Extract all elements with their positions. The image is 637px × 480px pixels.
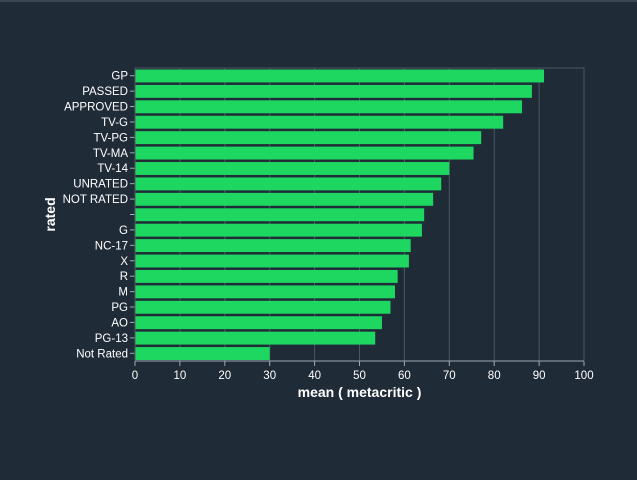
bar [135,69,545,83]
bar [135,131,482,145]
y-tick-label: PG [111,302,128,314]
y-tick-label: GP [111,71,128,83]
y-tick-label: PG-13 [95,333,128,345]
x-tick-label: 100 [574,370,593,382]
x-tick-label: 90 [533,370,546,382]
x-tick-label: 50 [353,370,366,382]
x-tick-labels: 0 10 20 30 40 50 60 70 80 90 100 [132,361,594,382]
y-tick-label: PASSED [82,86,128,98]
bar [135,316,382,330]
bar [135,162,450,175]
y-tick-label: R [120,271,128,283]
x-axis-title: mean ( metacritic ) [298,384,422,400]
y-tick-label: AO [111,317,128,329]
y-tick-label: TV-MA [93,148,128,160]
y-tick-label: TV-G [101,117,128,129]
x-tick-label: 80 [488,370,501,382]
bar [135,100,523,114]
bar [135,269,398,283]
bar [135,208,425,222]
y-tick-label: M [118,287,128,299]
x-tick-label: 70 [443,370,456,382]
y-tick-label: Not Rated [76,348,128,360]
x-tick-label: 20 [218,370,231,382]
y-tick-label: NC-17 [95,240,128,252]
bar [135,239,411,253]
x-tick-label: 10 [174,370,187,382]
bar [135,254,409,268]
y-tick-label: APPROVED [64,102,128,114]
bar [135,223,422,237]
x-tick-label: 0 [132,370,138,382]
bar [135,285,395,299]
bar [135,331,376,345]
y-tick-label: TV-14 [97,163,128,175]
bars [135,69,545,360]
bar [135,84,532,98]
x-tick-label: 40 [308,370,321,382]
bar [135,192,434,206]
bar [135,300,391,314]
y-axis-title: rated [42,197,58,231]
y-tick-label: TV-PG [93,132,128,144]
x-tick-label: 30 [263,370,276,382]
y-tick-label: UNRATED [73,179,128,191]
bar [135,347,270,360]
bar [135,115,504,129]
x-tick-label: 60 [398,370,411,382]
y-tick-labels: GP PASSED APPROVED TV-G TV-PG TV-MA TV-14 UNRAT… [63,71,135,360]
y-tick-label: G [119,225,128,237]
bar [135,146,474,160]
bar [135,177,442,191]
y-tick-label: X [120,256,128,268]
y-tick-label: NOT RATED [63,194,128,206]
